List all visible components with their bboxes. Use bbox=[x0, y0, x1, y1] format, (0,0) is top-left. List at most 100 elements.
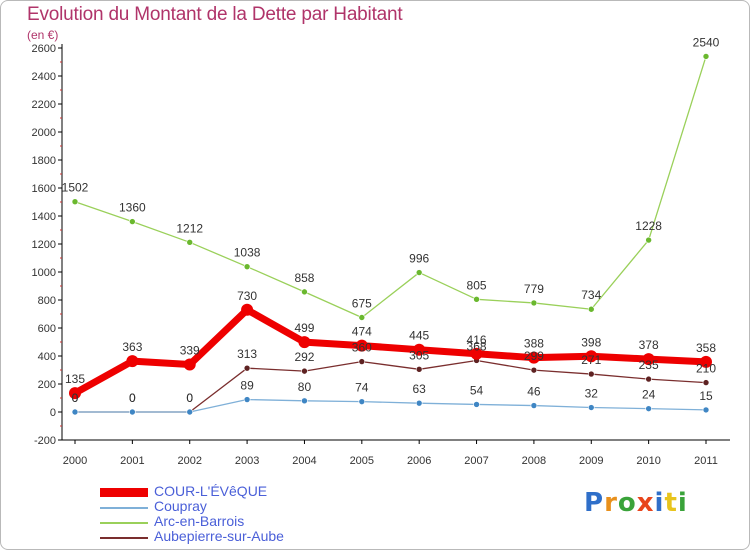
data-point bbox=[186, 408, 194, 416]
legend-label: Coupray bbox=[154, 498, 207, 514]
data-label: 445 bbox=[409, 329, 429, 343]
x-tick-label: 2004 bbox=[292, 455, 316, 467]
data-label: 54 bbox=[470, 383, 484, 397]
data-label: 499 bbox=[294, 321, 314, 335]
data-label: 271 bbox=[581, 353, 601, 367]
legend-label: Arc-en-Barrois bbox=[154, 513, 245, 529]
data-point bbox=[415, 365, 423, 373]
data-label: 363 bbox=[122, 340, 142, 354]
y-tick-label: 2400 bbox=[32, 71, 56, 83]
data-point bbox=[126, 355, 139, 368]
data-label: 32 bbox=[585, 387, 599, 401]
series-line bbox=[74, 55, 707, 319]
data-point bbox=[473, 401, 480, 408]
logo-letter: i bbox=[654, 488, 665, 518]
y-tick-label: 1000 bbox=[32, 267, 56, 279]
data-point bbox=[530, 402, 538, 409]
y-tick-label: 1800 bbox=[32, 155, 56, 167]
chart-title: Evolution du Montant de la Dette par Hab… bbox=[27, 4, 403, 25]
data-label: 1038 bbox=[234, 246, 261, 260]
data-label: 0 bbox=[186, 391, 193, 405]
data-label: 2540 bbox=[693, 35, 720, 49]
data-point bbox=[587, 370, 595, 378]
series-line bbox=[74, 359, 707, 413]
data-point bbox=[358, 398, 366, 405]
y-tick-label: 400 bbox=[38, 351, 56, 363]
y-tick-label: 2600 bbox=[32, 43, 56, 55]
data-point bbox=[645, 236, 652, 244]
data-point bbox=[71, 408, 79, 416]
series-line bbox=[71, 306, 710, 397]
y-tick-label: 1200 bbox=[32, 239, 56, 251]
logo-letter: r bbox=[604, 488, 618, 518]
data-label: 46 bbox=[527, 385, 541, 399]
data-point bbox=[415, 399, 423, 407]
y-tick-label: 800 bbox=[38, 295, 56, 307]
x-tick-label: 2010 bbox=[636, 455, 660, 467]
data-point bbox=[243, 396, 251, 403]
y-tick-label: 200 bbox=[38, 379, 56, 391]
data-point bbox=[129, 408, 136, 416]
data-label: 135 bbox=[65, 372, 85, 386]
data-label: 305 bbox=[409, 348, 429, 362]
data-label: 858 bbox=[294, 271, 314, 285]
data-label: 74 bbox=[355, 381, 369, 395]
x-tick-label: 2005 bbox=[350, 455, 374, 467]
data-point bbox=[473, 295, 480, 303]
y-tick-label: 2000 bbox=[32, 127, 56, 139]
data-label: 339 bbox=[180, 344, 200, 358]
y-tick-label: 0 bbox=[50, 407, 56, 419]
data-label: 378 bbox=[639, 338, 659, 352]
data-label: 235 bbox=[639, 358, 659, 372]
data-point bbox=[301, 367, 308, 375]
legend-swatch bbox=[100, 507, 148, 509]
data-label: 80 bbox=[298, 380, 312, 394]
series-line bbox=[74, 398, 707, 413]
x-tick-label: 2003 bbox=[235, 455, 259, 467]
data-point bbox=[129, 218, 136, 225]
data-label: 15 bbox=[699, 389, 713, 403]
data-label: 474 bbox=[352, 325, 372, 339]
y-tick-label: -200 bbox=[34, 435, 56, 447]
chart-unit: (en €) bbox=[27, 28, 59, 42]
x-tick-label: 2006 bbox=[407, 455, 431, 467]
logo-letter: t bbox=[664, 488, 678, 518]
data-label: 210 bbox=[696, 362, 716, 376]
data-point bbox=[183, 358, 196, 371]
data-point bbox=[71, 198, 79, 206]
data-label: 779 bbox=[524, 282, 544, 296]
data-label: 416 bbox=[467, 333, 487, 347]
data-point bbox=[358, 314, 366, 321]
data-point bbox=[243, 263, 251, 270]
data-point bbox=[585, 350, 598, 363]
data-label: 24 bbox=[642, 388, 656, 402]
data-label: 63 bbox=[413, 382, 427, 396]
legend-swatch bbox=[100, 488, 148, 497]
y-tick-label: 600 bbox=[38, 323, 56, 335]
data-point bbox=[642, 353, 655, 366]
data-point bbox=[530, 299, 538, 307]
legend-label: COUR-L'ÉVêQUE bbox=[154, 483, 268, 499]
data-label: 1360 bbox=[119, 201, 146, 215]
data-label: 0 bbox=[72, 391, 79, 405]
data-label: 996 bbox=[409, 252, 429, 266]
x-tick-label: 2001 bbox=[120, 455, 144, 467]
logo-letter: o bbox=[617, 488, 637, 518]
legend-swatch bbox=[100, 522, 148, 524]
data-label: 675 bbox=[352, 297, 372, 311]
data-point bbox=[702, 53, 710, 60]
legend-swatch bbox=[100, 537, 148, 539]
data-point bbox=[358, 358, 366, 365]
data-label: 313 bbox=[237, 347, 257, 361]
y-tick-label: 1600 bbox=[32, 183, 56, 195]
data-label: 299 bbox=[524, 349, 544, 363]
data-point bbox=[241, 303, 254, 316]
data-point bbox=[298, 336, 311, 349]
y-tick-label: 2200 bbox=[32, 99, 56, 111]
data-point bbox=[301, 288, 308, 296]
proxiti-logo: Proxiti bbox=[584, 488, 688, 518]
data-point bbox=[702, 379, 710, 386]
data-point bbox=[700, 355, 712, 368]
data-point bbox=[355, 339, 368, 352]
legend-label: Aubepierre-sur-Aube bbox=[154, 528, 284, 544]
